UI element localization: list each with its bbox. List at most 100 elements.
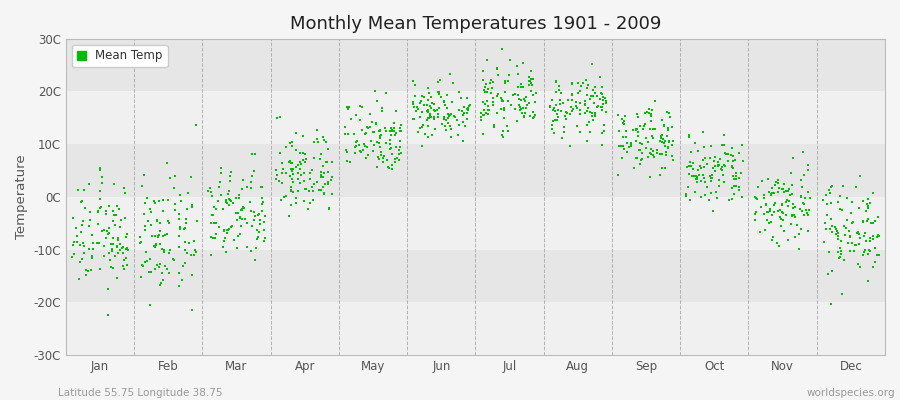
Point: [93, 265, 107, 272]
Point: [97, 253, 112, 259]
Point: [580, 108, 594, 114]
Point: [716, 131, 731, 138]
Point: [754, 204, 769, 210]
Point: [374, 132, 388, 138]
Point: [865, 220, 879, 226]
Point: [635, 126, 650, 132]
Point: [760, 176, 775, 182]
Point: [303, 200, 318, 206]
Point: [764, 190, 778, 196]
Point: [860, 205, 875, 211]
Point: [506, 92, 520, 98]
Point: [365, 148, 380, 154]
Point: [697, 174, 711, 181]
Point: [565, 92, 580, 98]
Point: [845, 220, 859, 227]
Point: [201, 188, 215, 194]
Point: [616, 134, 631, 140]
Point: [430, 89, 445, 96]
Point: [76, 240, 90, 246]
Point: [514, 97, 528, 103]
Point: [707, 168, 722, 174]
Point: [725, 158, 740, 164]
Point: [821, 270, 835, 277]
Point: [550, 110, 564, 117]
Point: [103, 257, 117, 263]
Point: [279, 193, 293, 200]
Point: [455, 108, 470, 114]
Point: [770, 189, 785, 196]
Point: [760, 217, 774, 224]
Point: [788, 212, 802, 218]
Point: [824, 183, 839, 190]
Point: [310, 138, 325, 145]
Point: [547, 108, 562, 114]
Point: [412, 125, 427, 132]
Point: [158, 262, 172, 269]
Point: [571, 80, 585, 86]
Point: [274, 160, 289, 166]
Point: [630, 114, 644, 120]
Point: [594, 107, 608, 114]
Point: [831, 229, 845, 236]
Point: [152, 261, 166, 268]
Point: [863, 200, 878, 206]
Point: [660, 133, 674, 139]
Point: [711, 162, 725, 168]
Point: [868, 245, 882, 251]
Point: [159, 230, 174, 237]
Point: [152, 220, 166, 226]
Point: [626, 127, 641, 134]
Point: [452, 122, 466, 128]
Point: [580, 85, 595, 92]
Point: [801, 212, 815, 219]
Point: [369, 120, 383, 126]
Point: [642, 106, 656, 113]
Point: [430, 106, 445, 113]
Point: [244, 178, 258, 185]
Point: [496, 98, 510, 104]
Point: [372, 156, 386, 162]
Point: [172, 216, 186, 222]
Point: [480, 57, 494, 64]
Point: [358, 131, 373, 137]
Point: [74, 229, 88, 236]
Point: [346, 131, 361, 138]
Point: [221, 190, 236, 197]
Point: [113, 247, 128, 254]
Point: [759, 200, 773, 207]
Point: [433, 77, 447, 83]
Point: [203, 251, 218, 258]
Point: [101, 286, 115, 292]
Point: [594, 104, 608, 110]
Point: [781, 186, 796, 193]
Point: [109, 211, 123, 218]
Point: [500, 123, 514, 129]
Point: [662, 139, 677, 145]
Point: [248, 256, 263, 263]
Point: [765, 236, 779, 243]
Point: [340, 106, 355, 113]
Point: [648, 125, 662, 132]
Point: [824, 216, 839, 222]
Point: [84, 267, 98, 274]
Point: [167, 206, 182, 213]
Point: [235, 177, 249, 183]
Point: [437, 98, 452, 104]
Point: [645, 133, 660, 139]
Point: [838, 224, 852, 231]
Point: [478, 84, 492, 90]
Point: [866, 233, 880, 240]
Point: [460, 94, 474, 101]
Point: [456, 104, 471, 110]
Point: [581, 82, 596, 88]
Point: [222, 226, 237, 232]
Point: [862, 238, 877, 244]
Point: [774, 222, 788, 229]
Point: [681, 162, 696, 169]
Point: [705, 174, 719, 181]
Point: [288, 200, 302, 206]
Point: [845, 240, 859, 246]
Point: [376, 158, 391, 165]
Point: [757, 211, 771, 218]
